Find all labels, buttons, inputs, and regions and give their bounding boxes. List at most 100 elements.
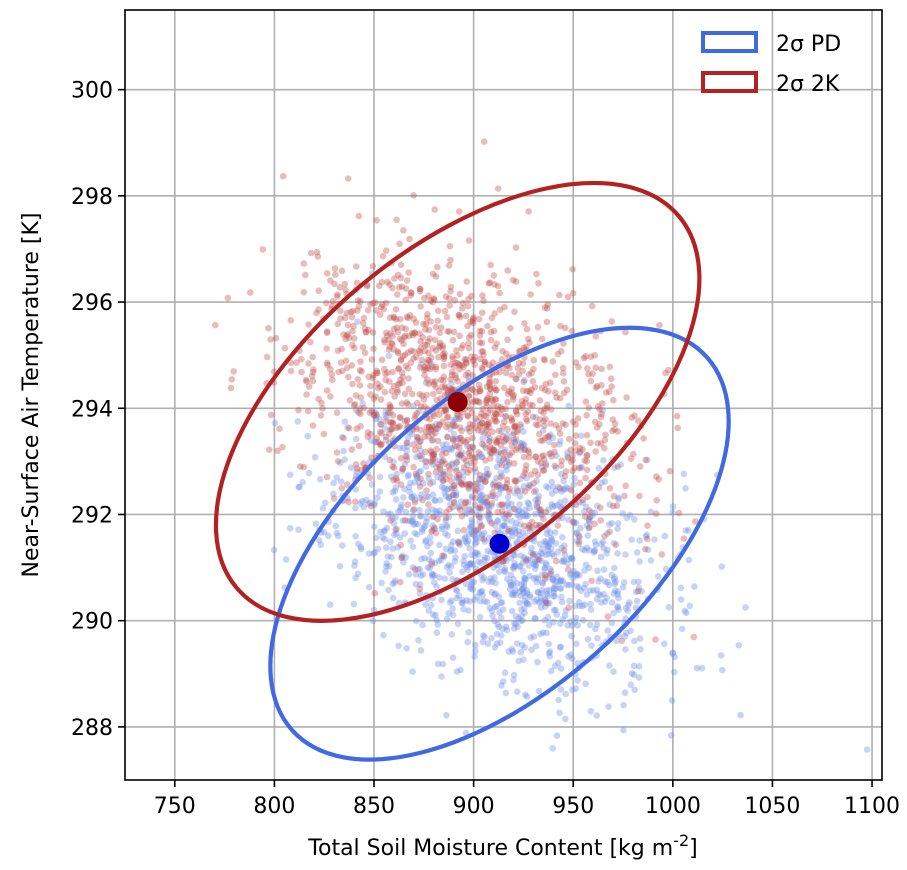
- scatter-point-pd: [433, 616, 440, 624]
- scatter-point-pd: [488, 578, 496, 585]
- scatter-point-pd: [543, 587, 550, 594]
- scatter-point-2k: [483, 499, 491, 506]
- x-axis-label: Total Soil Moisture Content [kg m-2]: [307, 831, 697, 861]
- scatter-point-2k: [478, 339, 486, 347]
- scatter-point-2k: [434, 515, 441, 523]
- scatter-point-2k: [476, 385, 484, 393]
- scatter-point-2k: [397, 414, 404, 422]
- scatter-point-2k: [313, 309, 320, 317]
- scatter-point-2k: [628, 414, 636, 421]
- scatter-point-pd: [383, 524, 391, 532]
- scatter-point-2k: [499, 347, 506, 355]
- scatter-point-2k: [622, 328, 629, 336]
- scatter-point-2k: [419, 496, 426, 504]
- scatter-point-pd: [416, 506, 423, 514]
- scatter-point-2k: [390, 382, 398, 390]
- scatter-point-2k: [457, 434, 465, 442]
- scatter-point-2k: [601, 445, 608, 452]
- scatter-point-pd: [392, 496, 400, 503]
- scatter-point-2k: [461, 355, 469, 363]
- scatter-point-2k: [511, 423, 518, 431]
- scatter-point-pd: [438, 523, 446, 530]
- scatter-point-pd: [493, 463, 501, 471]
- scatter-point-pd: [474, 526, 482, 533]
- legend-label-pd: 2σ PD: [776, 32, 841, 57]
- scatter-point-2k: [592, 333, 600, 340]
- scatter-point-pd: [517, 521, 524, 528]
- scatter-point-2k: [540, 467, 548, 474]
- scatter-point-2k: [614, 428, 621, 435]
- scatter-point-pd: [477, 493, 485, 500]
- scatter-point-pd: [520, 554, 528, 561]
- scatter-point-pd: [465, 481, 473, 489]
- scatter-point-2k: [386, 378, 393, 385]
- scatter-point-2k: [302, 376, 310, 384]
- scatter-point-pd: [400, 559, 407, 566]
- scatter-point-pd: [518, 585, 526, 593]
- scatter-point-2k: [446, 295, 453, 302]
- scatter-point-2k: [494, 403, 502, 410]
- scatter-point-pd: [522, 512, 530, 520]
- scatter-point-pd: [440, 553, 448, 560]
- scatter-point-pd: [610, 590, 618, 597]
- scatter-point-2k: [523, 325, 531, 333]
- scatter-point-pd: [485, 511, 493, 519]
- scatter-point-pd: [295, 526, 302, 533]
- scatter-point-pd: [483, 470, 490, 478]
- scatter-point-pd: [612, 578, 619, 586]
- scatter-point-2k: [507, 324, 514, 332]
- scatter-point-pd: [654, 573, 662, 580]
- scatter-point-pd: [600, 544, 608, 552]
- scatter-point-2k: [536, 507, 544, 514]
- scatter-point-2k: [470, 314, 477, 321]
- scatter-point-2k: [528, 524, 536, 531]
- scatter-point-2k: [468, 353, 475, 361]
- scatter-point-pd: [412, 571, 420, 578]
- scatter-point-pd: [515, 615, 522, 622]
- scatter-point-pd: [511, 438, 519, 446]
- scatter-point-pd: [533, 477, 540, 485]
- scatter-point-2k: [465, 485, 473, 493]
- scatter-point-pd: [495, 490, 503, 498]
- scatter-point-2k: [391, 393, 399, 400]
- scatter-point-pd: [556, 709, 563, 717]
- scatter-point-2k: [336, 284, 344, 291]
- scatter-point-2k: [594, 403, 602, 410]
- scatter-point-pd: [637, 646, 644, 653]
- scatter-point-pd: [431, 525, 438, 533]
- scatter-point-pd: [627, 681, 635, 689]
- scatter-point-2k: [367, 430, 375, 438]
- scatter-point-2k: [425, 433, 432, 440]
- scatter-point-pd: [420, 523, 428, 531]
- scatter-point-pd: [427, 549, 435, 557]
- scatter-point-pd: [519, 559, 527, 566]
- scatter-point-pd: [615, 494, 622, 502]
- scatter-point-pd: [533, 503, 541, 511]
- scatter-point-pd: [551, 662, 559, 670]
- scatter-point-pd: [544, 600, 551, 607]
- scatter-point-2k: [368, 356, 376, 363]
- scatter-point-2k: [378, 429, 385, 437]
- scatter-point-pd: [459, 597, 467, 604]
- scatter-point-2k: [357, 298, 364, 305]
- scatter-point-pd: [445, 609, 453, 617]
- scatter-point-2k: [330, 495, 338, 502]
- scatter-point-2k: [478, 475, 486, 483]
- scatter-point-2k: [644, 535, 651, 543]
- scatter-point-pd: [376, 488, 384, 495]
- scatter-point-2k: [427, 447, 434, 454]
- scatter-point-pd: [527, 482, 534, 490]
- scatter-point-pd: [369, 617, 377, 624]
- scatter-point-pd: [511, 490, 519, 497]
- scatter-point-pd: [374, 545, 382, 553]
- scatter-point-pd: [455, 592, 463, 599]
- scatter-point-pd: [432, 497, 439, 505]
- scatter-point-2k: [505, 527, 512, 535]
- scatter-point-pd: [661, 640, 668, 648]
- scatter-point-pd: [270, 546, 278, 554]
- scatter-point-pd: [598, 599, 605, 606]
- scatter-point-pd: [560, 556, 567, 564]
- scatter-point-pd: [579, 602, 586, 610]
- scatter-point-2k: [665, 366, 672, 374]
- scatter-point-pd: [521, 597, 529, 605]
